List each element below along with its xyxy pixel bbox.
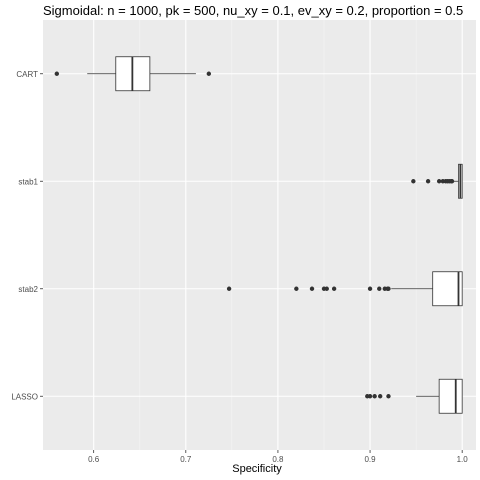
- outlier-point: [367, 286, 373, 291]
- outlier-point: [411, 179, 416, 184]
- outlier-point: [425, 179, 431, 184]
- box-stab1: [411, 163, 463, 199]
- x-axis-label: Specificity: [232, 463, 282, 475]
- grid-lines: [43, 20, 476, 450]
- outlier-point: [206, 71, 212, 76]
- x-tick-label: 0.6: [88, 455, 100, 464]
- outlier-point: [226, 286, 232, 291]
- outlier-point: [436, 179, 442, 184]
- y-tick-label: stab1: [18, 177, 38, 186]
- outlier-point: [372, 394, 377, 399]
- box-series: [54, 56, 463, 414]
- x-tick-label: 1.0: [457, 455, 469, 464]
- outlier-point: [367, 394, 373, 399]
- box-iqr: [432, 271, 463, 307]
- outlier-point: [309, 286, 315, 291]
- y-axis: CART stab1 stab2 LASSO: [11, 70, 43, 401]
- outlier-point: [324, 286, 329, 291]
- x-tick-label: 0.9: [364, 455, 376, 464]
- outlier-point: [294, 286, 299, 291]
- outlier-point: [386, 286, 391, 291]
- outlier-point: [449, 179, 455, 184]
- box-cart: [54, 56, 212, 92]
- box-lasso: [365, 378, 463, 414]
- plot-panel: [43, 20, 476, 450]
- box-stab2: [226, 271, 463, 307]
- y-tick-label: LASSO: [11, 392, 38, 401]
- y-tick-label: CART: [16, 70, 38, 79]
- y-tick-label: stab2: [18, 285, 38, 294]
- outlier-point: [386, 394, 391, 399]
- x-tick-label: 0.7: [180, 455, 192, 464]
- outlier-point: [54, 71, 60, 76]
- chart-title: Sigmoidal: n = 1000, pk = 500, nu_xy = 0…: [43, 3, 463, 18]
- outlier-point: [331, 286, 337, 291]
- outlier-point: [377, 394, 383, 399]
- outlier-point: [377, 286, 382, 291]
- x-tick-label: 0.8: [272, 455, 284, 464]
- box-iqr: [438, 378, 463, 414]
- x-axis: 0.6 0.7 0.8 0.9 1.0: [88, 450, 468, 464]
